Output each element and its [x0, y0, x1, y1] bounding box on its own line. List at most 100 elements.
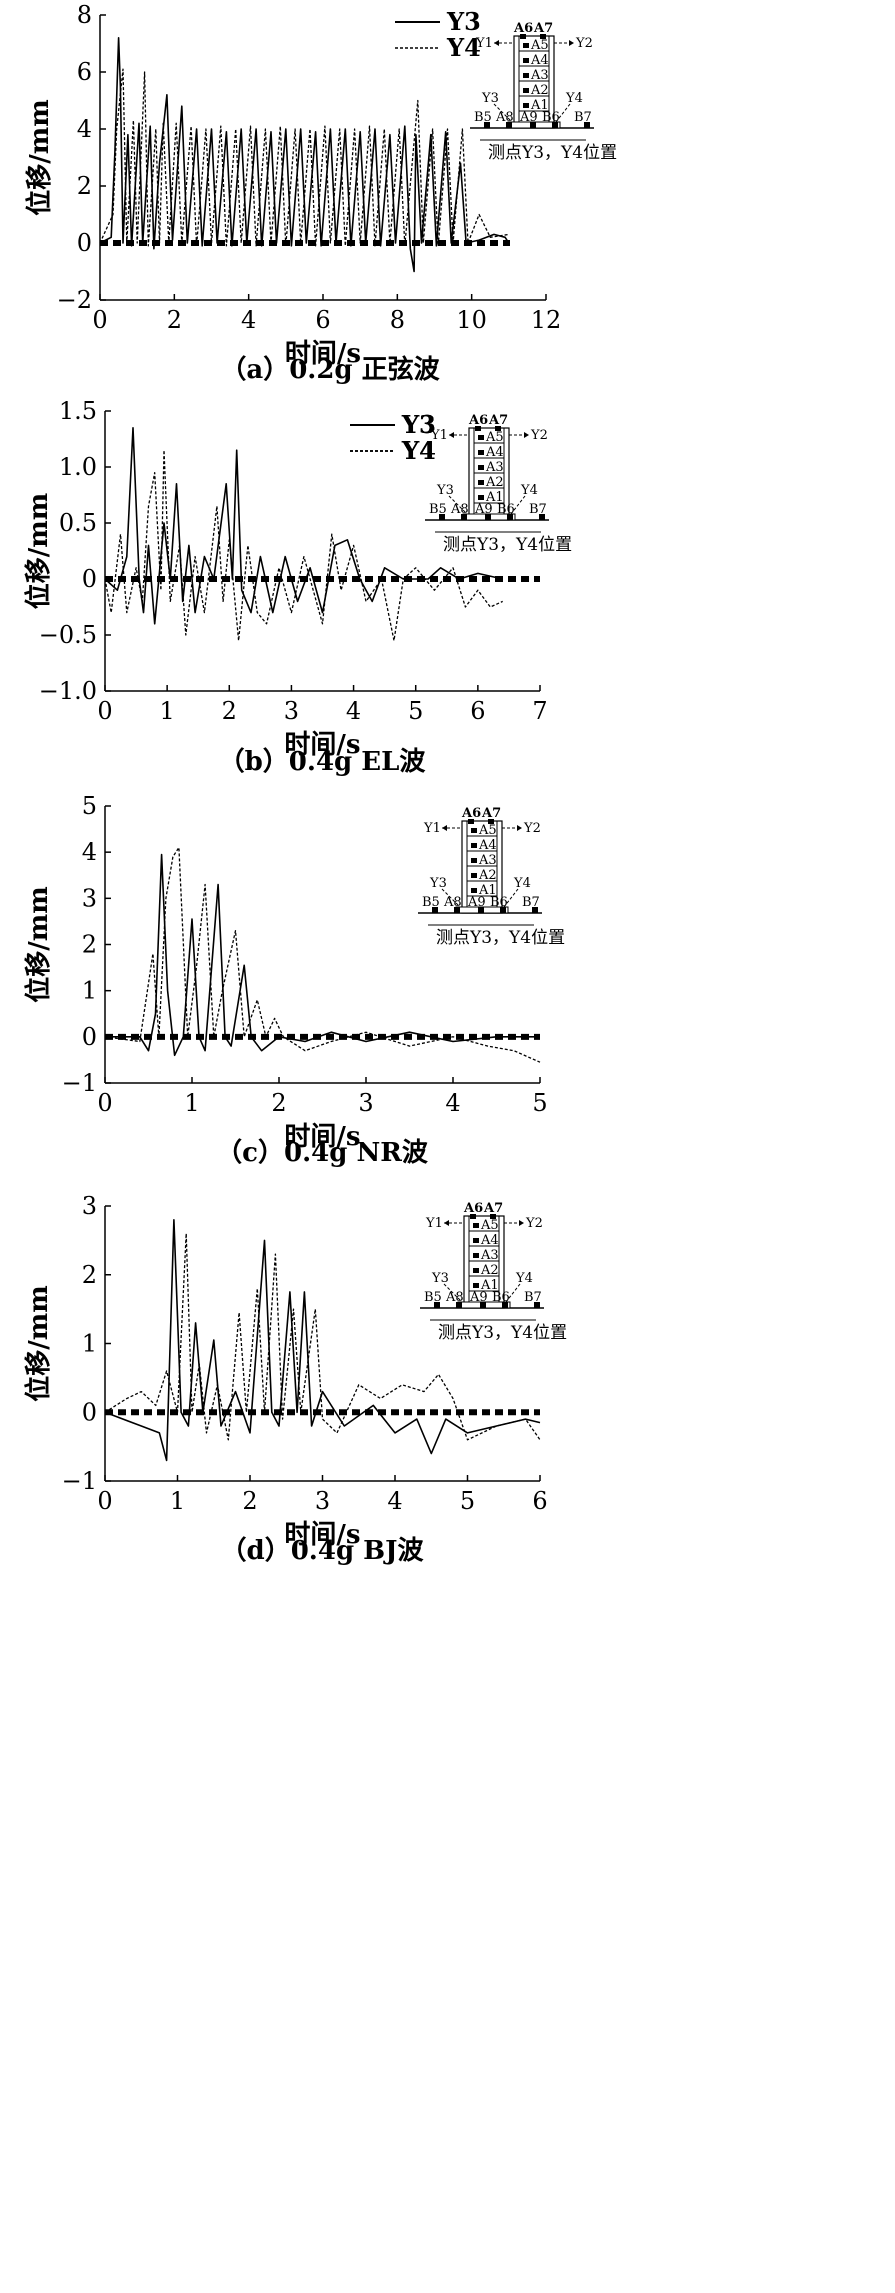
inset-y3-line — [441, 888, 461, 908]
inset-label-a6: A6 — [468, 413, 488, 428]
inset-label-a5: A5 — [485, 430, 504, 445]
x-tick-label: 5 — [460, 1487, 475, 1515]
x-axis-title-3: 时间/s — [284, 1520, 360, 1550]
inset-y4-line — [510, 495, 526, 515]
panel-1: 0 1 2 3 4 5 6 7−1.0−0.500.51.01.5时间/s位移/mmY3Y4（… — [23, 397, 548, 777]
inset-sensor-base-1 — [461, 514, 467, 520]
series-y4-3 — [104, 1232, 541, 1441]
inset-y4-line — [555, 103, 571, 123]
inset-caption: 测点Y3，Y4位置 — [436, 928, 565, 948]
x-tick-label: 4 — [241, 306, 256, 334]
inset-label-a4: A4 — [480, 1233, 499, 1248]
inset-sensor-a3 — [478, 465, 484, 470]
y-tick-label: −1 — [62, 1069, 97, 1097]
inset-sensor-a3 — [471, 858, 477, 863]
x-tick-label: 7 — [532, 697, 547, 725]
x-tick-label: 10 — [456, 306, 487, 334]
x-tick-label: 12 — [531, 306, 562, 334]
legend-label-y4-3: Y4 — [401, 436, 436, 465]
y-tick-label: 0 — [77, 229, 92, 257]
x-tick-label: 0 — [97, 697, 112, 725]
inset-sensor-base-3 — [502, 1302, 508, 1308]
inset-sensor-a2 — [523, 88, 529, 93]
y-axis-title-0: 位移/mm — [24, 99, 55, 216]
x-tick-label: 1 — [160, 697, 175, 725]
inset-label-base-3: B6 — [492, 1290, 510, 1305]
inset-label-y1: Y1 — [423, 821, 441, 836]
inset-label-a4: A4 — [478, 838, 497, 853]
inset-sensor-a5 — [478, 435, 484, 440]
caption-3: （d）0.4g BJ波 — [221, 1536, 425, 1566]
y-tick-label: 1.0 — [59, 453, 97, 481]
inset-label-a1: A1 — [530, 98, 549, 113]
series-y4-2 — [104, 846, 541, 1063]
y-tick-label: 8 — [77, 1, 92, 29]
x-tick-label: 0 — [97, 1089, 112, 1117]
inset-label-base-1: A8 — [495, 110, 514, 125]
inset-sensor-base-4 — [534, 1302, 540, 1308]
inset-label-a1: A1 — [478, 883, 497, 898]
y-tick-label: 4 — [82, 838, 97, 866]
x-tick-label: 5 — [408, 697, 423, 725]
inset-label-a2: A2 — [478, 868, 497, 883]
x-tick-label: 6 — [315, 306, 330, 334]
y-tick-label: −2 — [57, 286, 92, 314]
inset-label-a3: A3 — [478, 853, 497, 868]
inset-label-a2: A2 — [485, 475, 504, 490]
inset-y3-line — [448, 495, 468, 515]
x-tick-label: 1 — [184, 1089, 199, 1117]
inset-label-a7: A7 — [481, 806, 501, 821]
inset-sensor-a1 — [523, 103, 529, 108]
inset-sensor-a1 — [478, 495, 484, 500]
inset-caption: 测点Y3，Y4位置 — [443, 535, 572, 555]
inset-y4-line — [505, 1283, 521, 1303]
inset-label-base-1: A8 — [450, 502, 469, 517]
inset-label-y2: Y2 — [575, 36, 593, 51]
legend-label-y4-0: Y4 — [446, 33, 481, 62]
x-tick-label: 8 — [390, 306, 405, 334]
caption-1: （b）0.4g EL波 — [219, 747, 427, 777]
x-tick-label: 6 — [532, 1487, 547, 1515]
inset-sensor-a5 — [471, 828, 477, 833]
caption-2: （c）0.4g NR波 — [216, 1138, 429, 1168]
inset-label-base-4: B7 — [524, 1290, 542, 1305]
caption-0: （a）0.2g 正弦波 — [220, 355, 440, 385]
series-y3-3 — [104, 1219, 541, 1462]
inset-y1-arrow — [444, 1220, 449, 1226]
inset-label-base-2: A9 — [519, 110, 538, 125]
inset-label-base-1: A8 — [445, 1290, 464, 1305]
x-tick-label: 3 — [358, 1089, 373, 1117]
inset-label-y3: Y3 — [429, 876, 447, 891]
inset-sensor-base-0 — [484, 122, 490, 128]
y-tick-label: 2 — [82, 1261, 97, 1289]
y-tick-label: 0.5 — [59, 509, 97, 537]
inset-label-y1: Y1 — [425, 1216, 443, 1231]
y-tick-label: 3 — [82, 884, 97, 912]
inset-label-y2: Y2 — [523, 821, 541, 836]
x-tick-label: 2 — [271, 1089, 286, 1117]
inset-caption: 测点Y3，Y4位置 — [488, 143, 617, 163]
inset-y2-arrow — [517, 825, 522, 831]
inset-label-a5: A5 — [480, 1218, 499, 1233]
inset-label-base-2: A9 — [467, 895, 486, 910]
y-tick-label: 0 — [82, 1398, 97, 1426]
inset-label-base-4: B7 — [574, 110, 592, 125]
inset-sensor-base-0 — [439, 514, 445, 520]
inset-y4-line — [503, 888, 519, 908]
inset-label-y3: Y3 — [431, 1271, 449, 1286]
y-tick-label: 0 — [82, 1023, 97, 1051]
y-tick-label: −1.0 — [39, 677, 97, 705]
legend-label-y3-0: Y3 — [446, 7, 481, 36]
inset-sensor-a3 — [473, 1253, 479, 1258]
y-tick-label: 4 — [77, 115, 92, 143]
inset-label-a4: A4 — [530, 53, 549, 68]
inset-label-y4: Y4 — [515, 1271, 533, 1286]
y-tick-label: 0 — [82, 565, 97, 593]
inset-label-base-0: B5 — [422, 895, 440, 910]
